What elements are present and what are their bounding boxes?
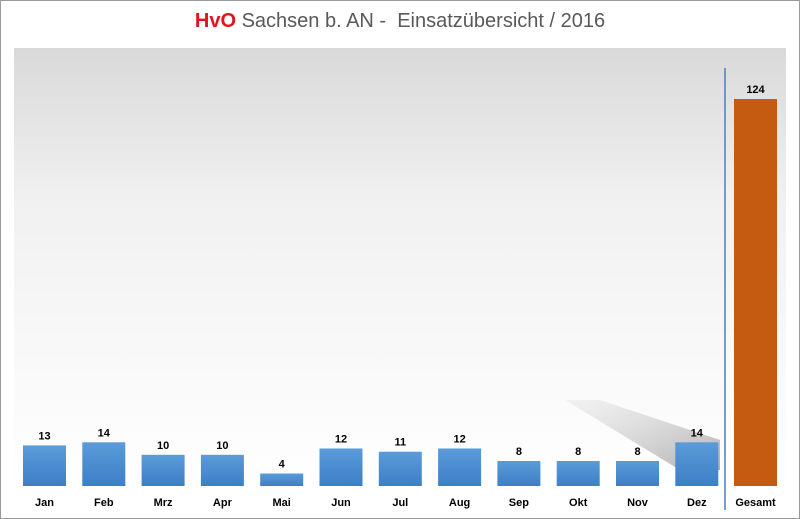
bar-aug xyxy=(438,448,482,486)
bar-nov xyxy=(616,461,659,486)
data-label-jun: 12 xyxy=(335,434,347,446)
plot-background xyxy=(14,48,786,488)
data-label-gesamt: 124 xyxy=(746,84,765,96)
data-label-aug: 12 xyxy=(453,434,465,446)
data-label-feb: 14 xyxy=(98,427,111,439)
x-tick-dez: Dez xyxy=(687,497,707,509)
data-label-nov: 8 xyxy=(634,446,640,458)
bar-gesamt xyxy=(734,99,777,486)
bar-dez xyxy=(675,442,719,486)
x-tick-gesamt: Gesamt xyxy=(735,497,776,509)
x-tick-sep: Sep xyxy=(509,497,529,509)
bar-apr xyxy=(200,454,244,486)
chart-title-brand: HvO xyxy=(194,10,237,32)
data-label-jul: 11 xyxy=(394,437,406,449)
bar-sep xyxy=(497,461,541,486)
data-label-sep: 8 xyxy=(516,446,522,458)
bar-jun xyxy=(319,448,363,486)
x-tick-apr: Apr xyxy=(213,497,233,509)
x-tick-nov: Nov xyxy=(627,497,649,509)
chart-title: HvO Sachsen b. AN - Einsatzübersicht / 2… xyxy=(0,10,800,33)
x-tick-jan: Jan xyxy=(35,497,54,509)
chart-title-text: Sachsen b. AN - Einsatzübersicht / 2016 xyxy=(236,10,606,32)
bar-okt xyxy=(556,461,600,486)
data-label-apr: 10 xyxy=(216,440,228,452)
bar-jul xyxy=(378,451,422,486)
bar-jan xyxy=(23,445,66,486)
data-label-okt: 8 xyxy=(575,446,581,458)
data-label-mai: 4 xyxy=(279,459,286,471)
x-tick-okt: Okt xyxy=(569,497,588,509)
bar-feb xyxy=(82,442,126,486)
x-tick-feb: Feb xyxy=(94,497,114,509)
data-label-jan: 13 xyxy=(38,430,50,442)
bar-mrz xyxy=(141,454,185,486)
bar-mai xyxy=(260,473,304,486)
data-label-mrz: 10 xyxy=(157,440,169,452)
x-tick-jun: Jun xyxy=(331,497,351,509)
x-tick-mrz: Mrz xyxy=(154,497,173,509)
x-tick-mai: Mai xyxy=(273,497,291,509)
x-tick-jul: Jul xyxy=(392,497,408,509)
data-label-dez: 14 xyxy=(691,427,704,439)
x-tick-aug: Aug xyxy=(449,497,470,509)
